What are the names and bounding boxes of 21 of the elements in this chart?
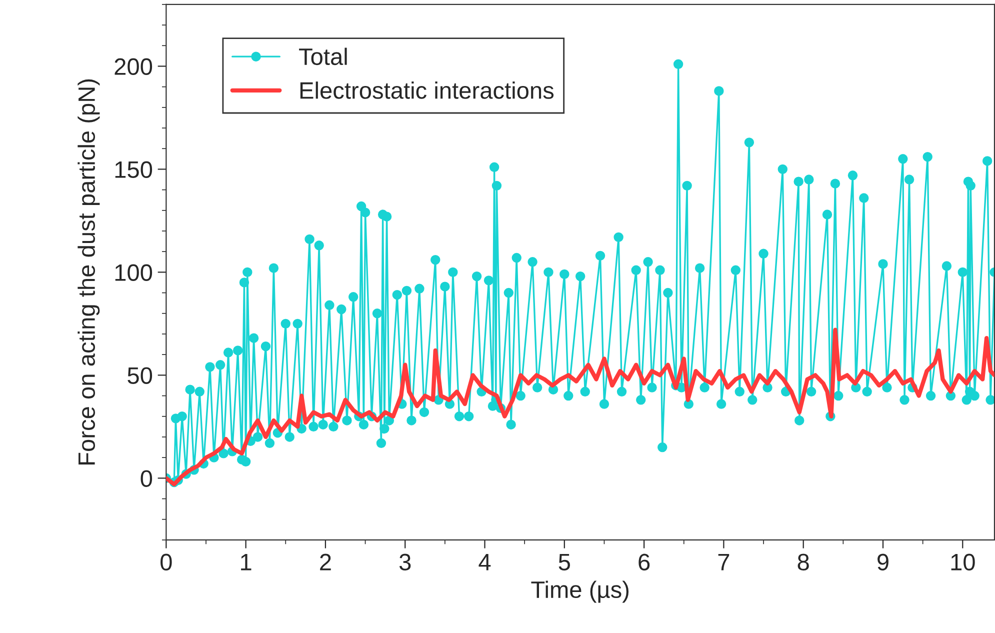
x-tick-label: 10 [951,554,975,570]
x-tick-label: 2 [320,554,331,570]
y-axis-title: Force on acting the dust particle (pN) [78,79,100,464]
legend-label: Total [299,48,347,66]
x-tick-label: 0 [160,554,172,570]
x-tick-label: 8 [798,554,809,570]
x-tick-label: 1 [241,554,252,570]
y-tick-label: 0 [140,470,152,487]
x-tick-label: 4 [478,554,491,570]
line-series [166,328,995,486]
y-tick-label: 100 [115,264,152,281]
y-tick-label: 50 [128,367,152,384]
y-tick-label: 200 [114,58,152,76]
x-tick-label: 5 [558,554,570,570]
x-tick-label: 3 [399,554,411,570]
x-tick-label: 9 [878,554,888,570]
y-tick-label: 150 [115,161,152,178]
x-tick-label: 6 [638,554,650,570]
x-tick-label: 7 [718,554,730,570]
x-axis-title: Time (µs) [531,580,629,603]
legend-label: Electrostatic interactions [300,82,554,99]
